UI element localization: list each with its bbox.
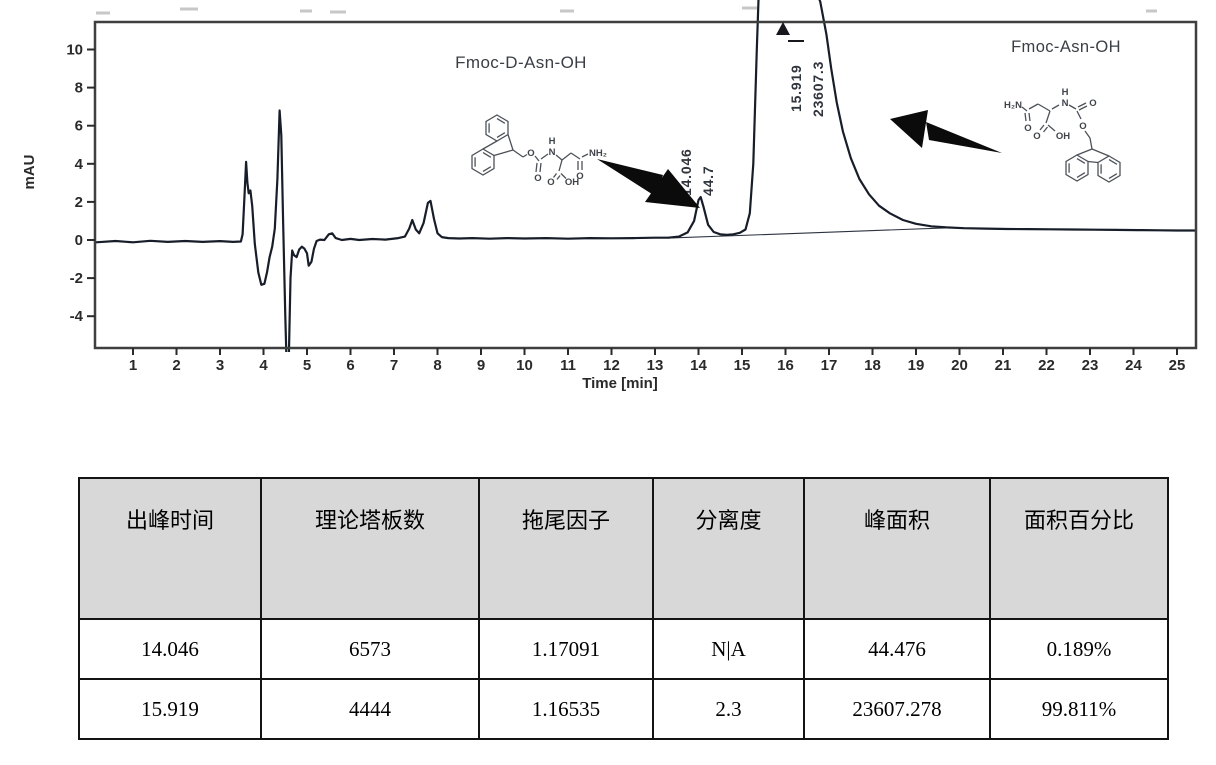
x-tick-label: 3 [216,357,224,374]
y-tick-label: -4 [70,308,84,325]
cell-peak-area: 23607.278 [803,678,991,740]
x-tick-label: 14 [690,357,707,374]
x-tick-label: 24 [1125,357,1142,374]
peak2-retention-time-label: 15.919 [788,64,804,112]
atom-h2n: H₂N [1004,100,1022,111]
table-header-row: 出峰时间 理论塔板数 拖尾因子 分离度 峰面积 面积百分比 [78,477,1169,620]
cell-area-percent: 0.189% [989,618,1169,680]
atom-oh: OH [1056,131,1070,142]
x-tick-label: 19 [908,357,925,374]
x-tick-label: 21 [995,357,1012,374]
x-tick-label: 4 [259,357,268,374]
y-tick-label: 10 [66,42,83,59]
compound-label-right: Fmoc-Asn-OH [1011,38,1121,56]
table-row: 14.046 6573 1.17091 N|A 44.476 0.189% [78,618,1169,680]
x-tick-label: 13 [647,357,664,374]
x-tick-label: 9 [477,357,485,374]
peak2-area-label: 23607.3 [810,61,826,117]
y-tick-label: 4 [75,156,84,173]
y-tick-label: -2 [70,270,83,287]
peak1-retention-time-label: 14.046 [678,148,694,196]
structure-fmoc-d-asn-oh: O O N H O OH O NH₂ [471,114,607,188]
x-tick-label: 15 [734,357,751,374]
y-axis-ticks: 10 8 6 4 2 0 -2 -4 [66,42,95,325]
peak2-annotation: 15.919 23607.3 [776,22,826,117]
cell-retention-time: 14.046 [78,618,262,680]
x-tick-label: 5 [303,357,311,374]
atom-o-carbamate: O [534,173,541,184]
y-tick-label: 8 [75,80,83,97]
plot-border [93,20,1198,350]
peak1-area-label: 44.7 [700,166,716,196]
atom-o-carbamate: O [1089,98,1096,109]
cell-resolution: N|A [652,618,805,680]
x-tick-label: 25 [1169,357,1186,374]
header-theoretical-plates: 理论塔板数 [260,477,480,620]
header-resolution: 分离度 [652,477,805,620]
x-axis-ticks: 1 2 3 4 5 6 7 8 9 10 11 12 13 14 15 16 17 18 19 20 21 22 23 24 2… [129,348,1186,374]
y-axis-title: mAU [21,154,38,189]
cell-tailing-factor: 1.16535 [478,678,654,740]
x-tick-label: 7 [390,357,398,374]
x-tick-label: 20 [951,357,968,374]
atom-o-ester: O [1079,121,1086,132]
arrow-to-peak1-shaft [597,159,663,196]
x-tick-label: 1 [129,357,137,374]
peak2-apex-marker [776,22,790,35]
arrow-to-peak1-head [645,169,700,208]
annotation-arrows [597,110,1002,208]
cell-tailing-factor: 1.17091 [478,618,654,680]
x-tick-label: 22 [1038,357,1055,374]
atom-h: H [549,136,556,147]
header-peak-area: 峰面积 [803,477,991,620]
atom-o-amide: O [1024,123,1031,134]
y-tick-label: 0 [75,232,83,249]
x-tick-label: 18 [864,357,881,374]
cell-area-percent: 99.811% [989,678,1169,740]
atom-n: N [549,147,556,158]
atom-h: H [1062,87,1069,98]
atom-o-amide: O [576,171,583,182]
atom-o-acid: O [547,177,554,188]
compound-label-left: Fmoc-D-Asn-OH [455,53,587,72]
x-tick-label: 2 [172,357,180,374]
cell-theoretical-plates: 4444 [260,678,480,740]
chromatogram-trace [96,0,1195,352]
x-tick-label: 16 [777,357,794,374]
structure-fmoc-asn-oh: H₂N O N H O O O OH [1004,87,1121,183]
x-tick-label: 10 [516,357,533,374]
cell-peak-area: 44.476 [803,618,991,680]
integration-baseline [668,227,949,239]
cell-theoretical-plates: 6573 [260,618,480,680]
x-tick-label: 12 [603,357,620,374]
atom-nh2: NH₂ [589,148,607,159]
y-tick-label: 6 [75,118,83,135]
arrow-to-peak2-head [890,110,928,148]
x-tick-label: 8 [433,357,441,374]
atom-o-acid: O [1033,131,1040,142]
atom-o-ester: O [527,148,534,159]
header-tailing-factor: 拖尾因子 [478,477,654,620]
cell-resolution: 2.3 [652,678,805,740]
x-tick-label: 6 [346,357,354,374]
peak-results-table: 出峰时间 理论塔板数 拖尾因子 分离度 峰面积 面积百分比 14.046 657… [78,477,1169,740]
header-area-percent: 面积百分比 [989,477,1169,620]
table-row: 15.919 4444 1.16535 2.3 23607.278 99.811… [78,678,1169,740]
peak1-annotation: 14.046 44.7 [678,148,716,196]
atom-n: N [1062,98,1069,109]
x-axis-title: Time [min] [582,375,658,392]
x-tick-label: 17 [821,357,838,374]
scan-artifacts [96,6,1157,15]
x-tick-label: 11 [560,357,576,374]
header-retention-time: 出峰时间 [78,477,262,620]
y-tick-label: 2 [75,194,83,211]
arrow-to-peak2-shaft [926,122,1002,153]
x-tick-label: 23 [1082,357,1099,374]
cell-retention-time: 15.919 [78,678,262,740]
atom-oh: OH [565,177,579,188]
